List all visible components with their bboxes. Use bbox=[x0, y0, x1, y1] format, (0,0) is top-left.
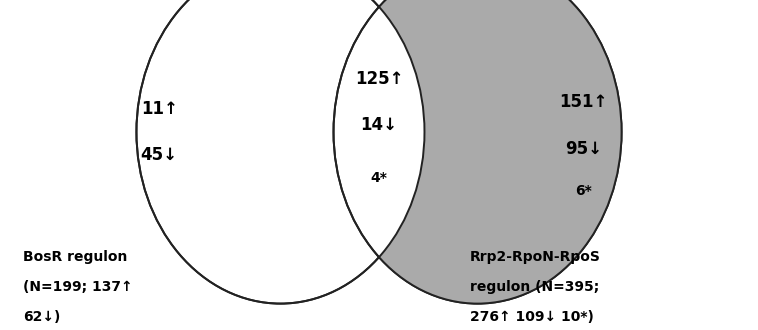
Text: (N=199; 137↑: (N=199; 137↑ bbox=[23, 280, 133, 294]
Text: 62↓): 62↓) bbox=[23, 310, 60, 324]
Text: regulon (N=395;: regulon (N=395; bbox=[470, 280, 600, 294]
Text: 45↓: 45↓ bbox=[141, 146, 177, 164]
Text: BosR regulon: BosR regulon bbox=[23, 250, 127, 264]
Ellipse shape bbox=[334, 0, 622, 304]
Text: 4*: 4* bbox=[371, 171, 387, 185]
Text: 95↓: 95↓ bbox=[565, 140, 602, 157]
Text: 6*: 6* bbox=[575, 184, 592, 198]
Text: 14↓: 14↓ bbox=[361, 116, 397, 134]
Ellipse shape bbox=[136, 0, 424, 304]
Polygon shape bbox=[379, 0, 622, 304]
Text: 151↑: 151↑ bbox=[559, 93, 608, 111]
Polygon shape bbox=[379, 0, 622, 304]
Text: 276↑ 109↓ 10*): 276↑ 109↓ 10*) bbox=[470, 310, 594, 324]
Text: Rrp2-RpoN-RpoS: Rrp2-RpoN-RpoS bbox=[470, 250, 601, 264]
Text: 125↑: 125↑ bbox=[355, 70, 403, 88]
Text: 11↑: 11↑ bbox=[141, 100, 177, 118]
